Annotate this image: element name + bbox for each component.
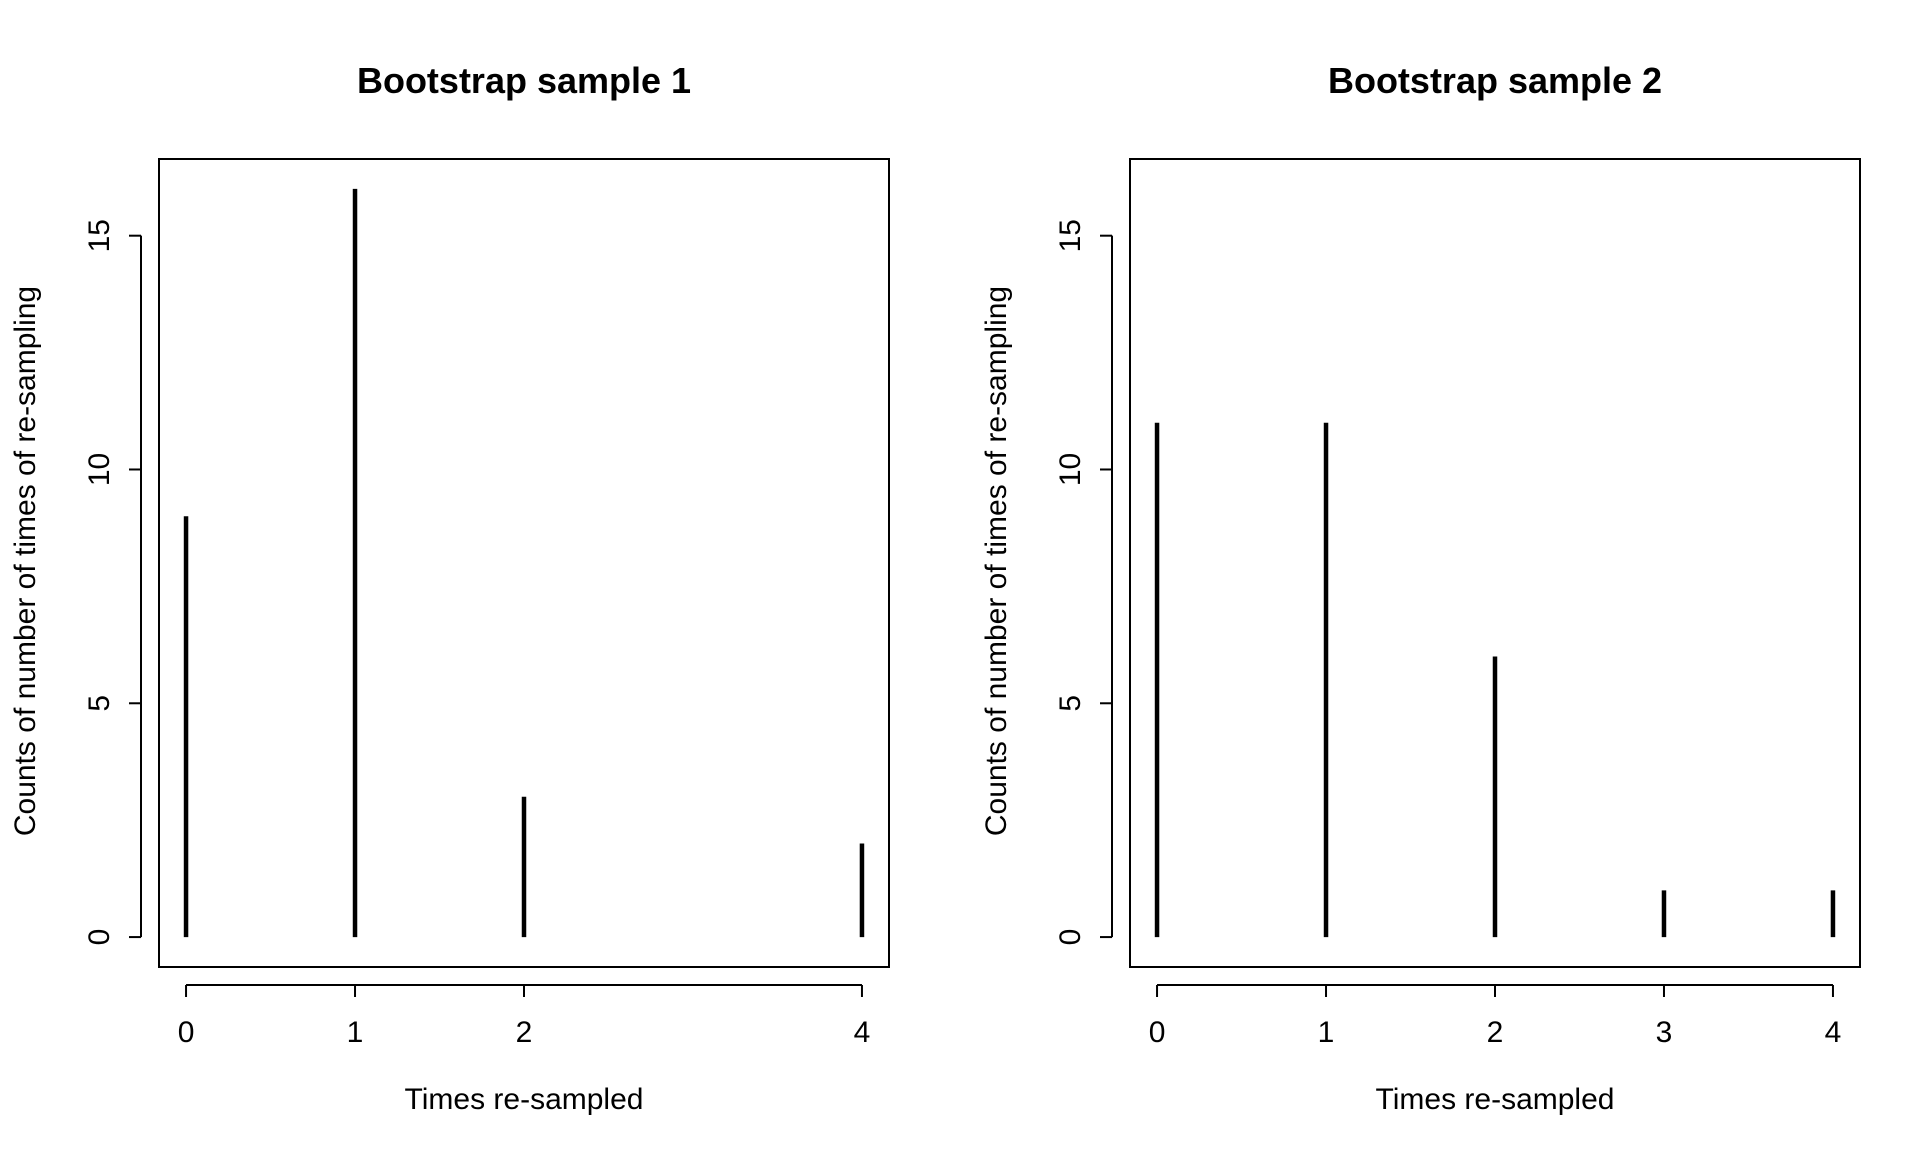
plot-frame [1129, 158, 1861, 968]
chart-title: Bootstrap sample 1 [357, 60, 691, 101]
y-axis-label: Counts of number of times of re-sampling [980, 286, 1013, 836]
y-tick-label: 10 [83, 453, 116, 486]
chart-title: Bootstrap sample 2 [1328, 60, 1662, 101]
x-tick-label: 1 [347, 1016, 364, 1049]
y-tick-label: 15 [1054, 219, 1087, 252]
x-tick-label: 2 [516, 1016, 533, 1049]
x-tick-label: 0 [178, 1016, 195, 1049]
chart-panel-2: Bootstrap sample 2 0 1 2 3 4 0 5 10 15 Times re-sa… [980, 60, 1861, 1116]
y-tick-label: 5 [1054, 695, 1087, 712]
y-tick-label: 0 [83, 929, 116, 946]
y-tick-label: 5 [83, 695, 116, 712]
x-tick-label: 4 [1825, 1016, 1842, 1049]
plot-frame [158, 158, 890, 968]
y-tick-label: 0 [1054, 929, 1087, 946]
x-tick-label: 1 [1318, 1016, 1335, 1049]
x-tick-label: 3 [1656, 1016, 1673, 1049]
chart-panel-1: Bootstrap sample 1 0 1 2 4 0 5 10 15 Times re-sam… [9, 60, 890, 1116]
x-axis-label: Times re-sampled [1376, 1083, 1615, 1116]
y-tick-label: 15 [83, 219, 116, 252]
x-axis-label: Times re-sampled [405, 1083, 644, 1116]
y-tick-label: 10 [1054, 453, 1087, 486]
x-tick-label: 4 [854, 1016, 871, 1049]
y-axis-label: Counts of number of times of re-sampling [9, 286, 42, 836]
x-tick-label: 0 [1149, 1016, 1166, 1049]
x-tick-label: 2 [1487, 1016, 1504, 1049]
